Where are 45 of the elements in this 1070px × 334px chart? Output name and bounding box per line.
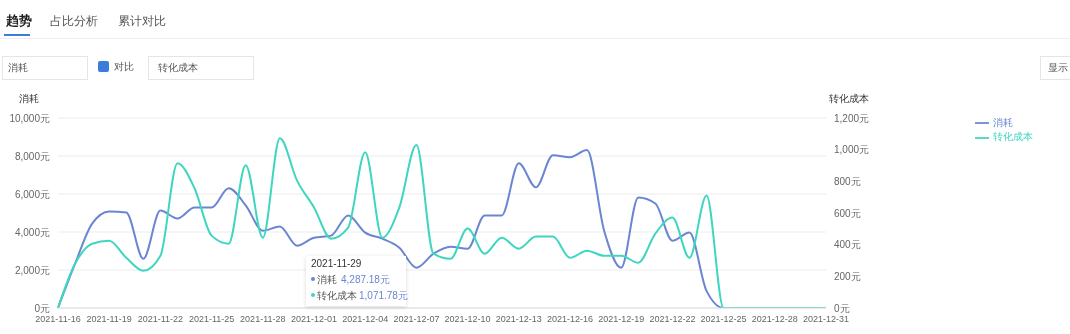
- x-tick-label: 2021-12-25: [700, 314, 747, 325]
- y2-axis-title: 转化成本: [829, 93, 869, 105]
- x-tick-label: 2021-12-16: [546, 314, 594, 325]
- annotation: 消耗: [317, 273, 337, 287]
- y2-tick-label: 800元: [834, 175, 861, 187]
- x-tick-label: 2021-12-01: [290, 314, 338, 325]
- y2-tick-label: 1,000元: [834, 144, 870, 156]
- text: 显示: [1048, 61, 1068, 75]
- y-tick-label: 8,000元: [14, 150, 50, 162]
- x-tick-label: 2021-12-13: [495, 314, 542, 325]
- y2-tick-label: 600元: [834, 207, 861, 219]
- x-tick-label: 2021-11-25: [188, 314, 235, 325]
- y-axis-title: 消耗: [19, 93, 39, 105]
- annotation: 转化成本: [317, 289, 357, 303]
- x-tick-label: 2021-11-22: [137, 314, 184, 325]
- annotation: 2021-11-29: [311, 258, 362, 269]
- annotation: 4,287.18元: [341, 273, 390, 287]
- x-tick-label: 2021-12-31: [802, 314, 850, 325]
- text: 累计对比: [118, 13, 166, 30]
- y-tick-label: 2,000元: [14, 264, 50, 276]
- text: 消耗: [8, 61, 28, 75]
- y-tick-label: 0元: [34, 302, 50, 314]
- text: 转化成本: [158, 61, 198, 75]
- x-tick-label: 2021-11-16: [35, 314, 81, 325]
- x-tick-label: 2021-11-28: [240, 314, 286, 325]
- legend-label: 消耗: [993, 117, 1013, 128]
- text: 占比分析: [50, 13, 98, 30]
- legend-label: 转化成本: [993, 131, 1033, 143]
- x-tick-label: 2021-12-19: [598, 314, 645, 325]
- y2-tick-label: 1,200元: [834, 112, 870, 124]
- x-tick-label: 2021-12-28: [751, 314, 798, 325]
- y2-tick-label: 400元: [834, 239, 861, 251]
- y-tick-label: 6,000元: [14, 188, 50, 200]
- x-tick-label: 2021-12-04: [342, 314, 389, 325]
- text: 趋势: [6, 12, 32, 30]
- y2-tick-label: 0元: [834, 302, 850, 314]
- x-tick-label: 2021-12-22: [649, 314, 696, 325]
- text: 对比: [114, 60, 134, 74]
- y-tick-label: 10,000元: [9, 112, 50, 124]
- x-tick-label: 2021-12-07: [393, 314, 440, 325]
- annotation: 1,071.78元: [359, 289, 408, 303]
- x-tick-label: 2021-11-19: [86, 314, 132, 325]
- y2-tick-label: 200元: [834, 270, 861, 282]
- y-tick-label: 4,000元: [14, 226, 50, 238]
- x-tick-label: 2021-12-10: [444, 314, 491, 325]
